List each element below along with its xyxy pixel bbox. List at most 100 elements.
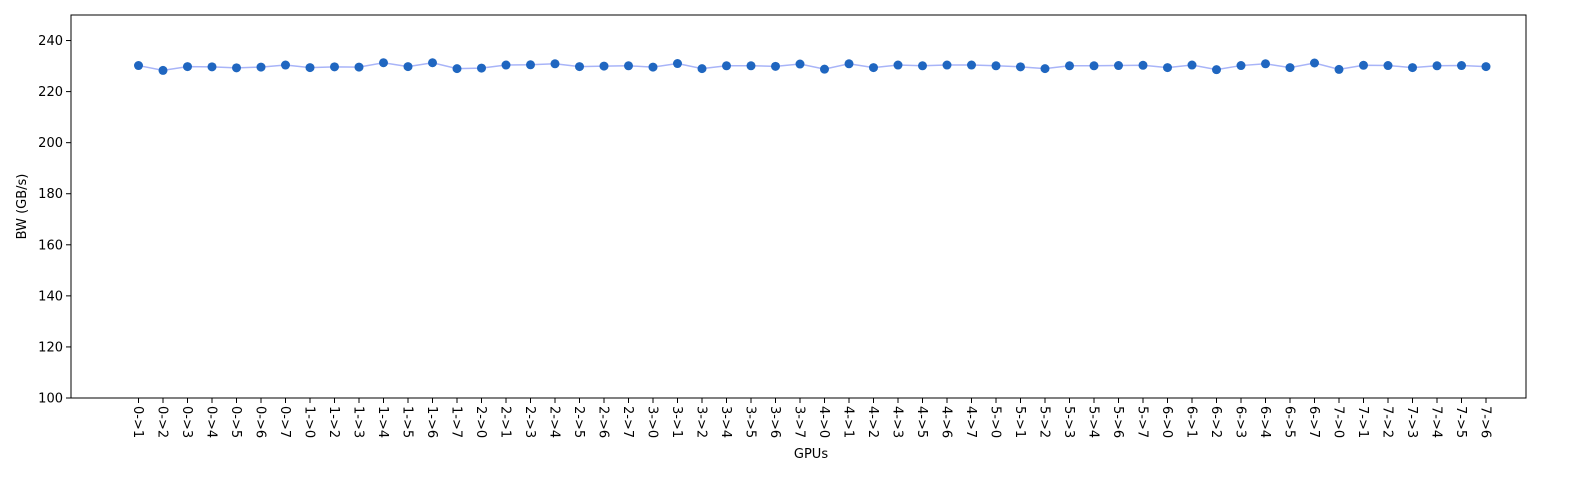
x-tick-label: 0->3 — [179, 406, 194, 438]
y-tick-label: 220 — [38, 85, 63, 100]
data-point — [330, 62, 339, 72]
plot-frame — [70, 14, 1527, 399]
data-point — [183, 62, 192, 72]
data-point — [1285, 63, 1295, 73]
x-tick-label: 0->7 — [277, 406, 292, 438]
x-tick-label: 4->5 — [914, 406, 929, 438]
x-tick-label: 3->4 — [718, 406, 733, 438]
series-layer — [134, 58, 1491, 75]
x-tick-label: 2->5 — [571, 406, 586, 438]
x-tick-label: 1->3 — [351, 406, 366, 438]
data-point — [1065, 61, 1074, 71]
x-tick-label: 2->3 — [522, 406, 537, 438]
x-tick-label: 6->3 — [1233, 406, 1248, 438]
data-point — [1383, 61, 1393, 71]
x-tick-label: 7->5 — [1453, 406, 1468, 438]
x-tick-label: 2->0 — [473, 406, 488, 438]
x-tick-label: 7->1 — [1355, 406, 1370, 438]
data-point — [942, 60, 952, 70]
x-axis-label: GPUs — [794, 447, 828, 462]
y-tick-label: 160 — [38, 238, 63, 253]
x-tick-label: 2->1 — [498, 406, 513, 438]
x-tick-label: 5->2 — [1037, 406, 1052, 438]
data-point — [771, 61, 780, 71]
data-point — [428, 58, 437, 68]
x-tick-label: 4->0 — [816, 406, 831, 438]
data-point — [575, 62, 584, 72]
data-point — [991, 61, 1001, 71]
data-point — [1163, 63, 1172, 73]
data-point — [1432, 61, 1442, 71]
y-tick-label: 240 — [38, 34, 63, 49]
data-point — [1457, 61, 1466, 71]
x-tick-label: 4->7 — [963, 406, 978, 438]
y-axis-label: BW (GB/s) — [15, 174, 30, 240]
data-point — [746, 61, 756, 71]
data-point — [452, 64, 462, 74]
x-tick-label: 3->1 — [669, 406, 684, 438]
x-tick-label: 4->6 — [939, 406, 954, 438]
data-point — [379, 58, 388, 68]
data-point — [1040, 64, 1050, 74]
x-tick-label: 3->5 — [743, 406, 758, 438]
data-point — [844, 59, 854, 69]
x-tick-label: 6->5 — [1282, 406, 1297, 438]
data-point — [1212, 65, 1221, 75]
x-tick-label: 6->7 — [1306, 406, 1321, 438]
y-tick-label: 120 — [38, 340, 63, 355]
x-tick-label: 6->1 — [1184, 406, 1199, 438]
x-tick-label: 1->7 — [449, 406, 464, 438]
x-tick-label: 2->6 — [596, 406, 611, 438]
x-tick-label: 0->5 — [228, 406, 243, 438]
data-point — [673, 59, 682, 69]
data-point — [1408, 63, 1417, 73]
x-tick-label: 5->6 — [1110, 406, 1125, 438]
x-tick-label: 4->1 — [841, 406, 856, 438]
axes-layer: 100 120 140 160 180 200 220 240 0->1 0->2 0->3 0->4… — [38, 34, 1492, 438]
x-tick-label: 5->4 — [1086, 406, 1101, 438]
x-tick-label: 5->1 — [1012, 406, 1027, 438]
x-tick-label: 7->0 — [1331, 406, 1346, 438]
x-tick-label: 0->1 — [130, 406, 145, 438]
x-tick-label: 7->3 — [1404, 406, 1419, 438]
data-point — [795, 59, 805, 69]
data-point — [158, 65, 168, 75]
x-tick-label: 2->7 — [620, 406, 635, 438]
data-point — [305, 63, 315, 73]
data-point — [526, 60, 535, 70]
x-tick-label: 3->2 — [694, 406, 709, 438]
x-tick-label: 1->4 — [375, 406, 390, 438]
data-point — [134, 61, 143, 71]
y-tick-label: 140 — [38, 289, 63, 304]
data-point — [1187, 60, 1197, 70]
x-tick-label: 5->0 — [988, 406, 1003, 438]
data-point — [1016, 62, 1025, 72]
x-tick-label: 3->0 — [645, 406, 660, 438]
data-point — [648, 62, 658, 72]
data-point — [599, 61, 609, 71]
data-point — [232, 63, 241, 73]
data-point — [918, 61, 927, 71]
data-point — [1114, 61, 1123, 71]
y-tick-label: 200 — [38, 136, 63, 151]
data-point — [501, 60, 511, 70]
data-point — [697, 64, 707, 74]
x-tick-label: 5->7 — [1135, 406, 1150, 438]
x-tick-label: 4->3 — [890, 406, 905, 438]
data-point — [207, 62, 217, 72]
data-point — [820, 64, 829, 74]
data-point — [1334, 64, 1344, 74]
x-tick-label: 3->6 — [767, 406, 782, 438]
data-point — [281, 60, 290, 70]
data-point — [1138, 60, 1148, 70]
x-tick-label: 7->6 — [1478, 406, 1493, 438]
x-tick-label: 1->2 — [326, 406, 341, 438]
x-tick-label: 0->4 — [204, 406, 219, 438]
y-tick-label: 100 — [38, 392, 63, 407]
x-tick-label: 1->5 — [400, 406, 415, 438]
data-point — [722, 61, 731, 71]
data-point — [624, 61, 633, 71]
x-tick-label: 1->6 — [424, 406, 439, 438]
data-point — [354, 62, 364, 72]
data-point — [869, 63, 878, 73]
